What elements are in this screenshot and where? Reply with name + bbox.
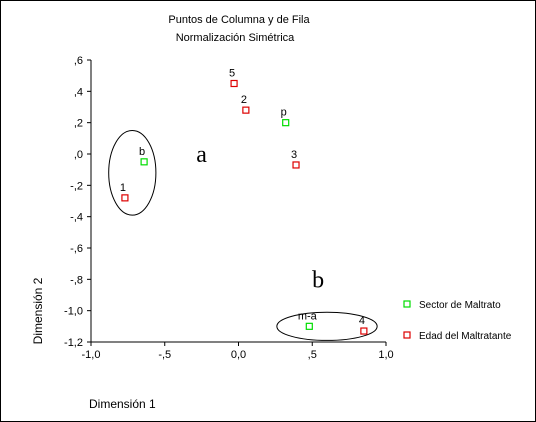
cluster-ellipse — [108, 130, 157, 216]
y-tick-label: ,4 — [74, 86, 83, 98]
data-point — [292, 161, 300, 169]
y-tick-label: -1,2 — [64, 337, 83, 349]
legend-marker — [403, 331, 411, 339]
data-point — [305, 322, 313, 330]
y-tick-label: -,6 — [70, 243, 83, 255]
y-tick-label: ,2 — [74, 118, 83, 130]
x-tick-label: 1,0 — [378, 349, 393, 361]
y-tick-label: -,8 — [70, 274, 83, 286]
y-tick-label: -1,0 — [64, 306, 83, 318]
x-tick-label: 0,0 — [231, 349, 246, 361]
x-axis-label: Dimensión 1 — [89, 397, 156, 411]
point-label: 4 — [359, 315, 365, 327]
y-tick-label: -,2 — [70, 180, 83, 192]
data-point — [140, 158, 148, 166]
y-axis-label: Dimensión 2 — [31, 277, 45, 344]
y-tick-label: ,6 — [74, 55, 83, 67]
point-label: 2 — [241, 94, 247, 106]
annotation-label: a — [196, 142, 207, 168]
cluster-ellipse — [276, 311, 378, 341]
x-tick-label: -,5 — [158, 349, 171, 361]
data-point — [121, 194, 129, 202]
point-label: p — [281, 107, 287, 119]
chart-title: Puntos de Columna y de Fila — [168, 14, 310, 26]
annotation-label: b — [312, 267, 324, 293]
legend-label: Sector de Maltrato — [419, 300, 501, 311]
point-label: 5 — [229, 68, 235, 80]
y-tick-label: -,4 — [70, 212, 83, 224]
x-tick-label: ,5 — [308, 349, 317, 361]
y-tick-label: ,0 — [74, 149, 83, 161]
point-label: m-a — [298, 310, 318, 322]
data-point — [282, 119, 290, 127]
x-tick-label: -1,0 — [82, 349, 101, 361]
point-label: 1 — [120, 182, 126, 194]
data-point — [230, 79, 238, 88]
point-label: 3 — [291, 149, 297, 161]
point-label: b — [139, 146, 145, 158]
legend-label: Edad del Maltratante — [419, 331, 512, 342]
legend-marker — [403, 300, 411, 308]
data-point — [242, 106, 250, 114]
chart-subtitle: Normalización Simétrica — [176, 32, 295, 44]
data-point — [360, 327, 368, 335]
